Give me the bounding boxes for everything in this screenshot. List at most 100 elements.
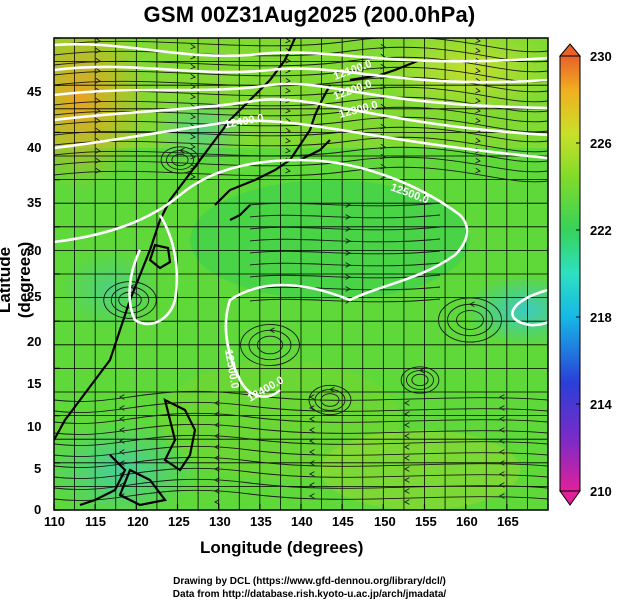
- streamline-arrow: [190, 73, 196, 80]
- streamline-arrow: [380, 153, 386, 160]
- streamline-arrow: [345, 274, 351, 280]
- streamline: [249, 226, 441, 231]
- streamline-arrow: [119, 427, 125, 433]
- x-tick-120: 120: [127, 514, 149, 529]
- colorbar: [558, 43, 582, 506]
- x-tick-125: 125: [168, 514, 190, 529]
- streamline-arrow: [190, 43, 196, 50]
- streamline: [103, 281, 157, 319]
- streamline-arrow: [499, 460, 505, 466]
- streamline-arrow: [345, 202, 351, 208]
- streamline-arrow: [475, 167, 481, 174]
- streamline: [400, 366, 440, 394]
- streamline: [447, 303, 493, 337]
- streamline-arrow: [95, 38, 101, 44]
- streamline-arrow: [269, 327, 275, 334]
- x-tick-165: 165: [497, 514, 519, 529]
- streamline-arrow: [404, 488, 410, 494]
- streamline-arrow: [345, 214, 351, 220]
- streamline-arrow: [190, 143, 196, 150]
- streamline-arrow: [404, 499, 410, 505]
- streamline: [171, 153, 189, 167]
- streamline-arrow: [119, 405, 125, 411]
- streamline-arrow: [475, 117, 481, 124]
- streamline-arrow: [475, 107, 481, 114]
- streamline: [249, 262, 441, 267]
- streamline: [249, 214, 441, 219]
- streamline: [54, 46, 548, 63]
- streamline: [249, 202, 441, 207]
- streamline-arrow: [119, 394, 125, 400]
- streamline-arrow: [285, 167, 291, 174]
- streamline-arrow: [345, 226, 351, 232]
- colorbar-tick-214: 214: [590, 397, 612, 412]
- credits-line-1: Drawing by DCL (https://www.gfd-dennou.o…: [173, 576, 446, 587]
- streamline-arrow: [499, 394, 505, 400]
- streamline-arrow: [380, 143, 386, 150]
- streamline-arrow: [309, 449, 315, 455]
- streamline-arrow: [190, 153, 196, 160]
- streamline-arrow: [309, 427, 315, 433]
- y-tick-35: 35: [27, 195, 42, 210]
- streamline: [314, 389, 346, 411]
- streamline-arrow: [285, 107, 291, 114]
- x-axis-label: Longitude (degrees): [200, 538, 364, 557]
- streamline: [54, 478, 548, 491]
- streamline: [54, 434, 548, 447]
- streamline: [240, 324, 300, 366]
- streamline-arrow: [95, 167, 101, 174]
- lat-lon-grid: [54, 38, 548, 510]
- streamline-arrow: [404, 444, 410, 450]
- streamline-arrow: [95, 107, 101, 114]
- streamline-arrow: [95, 127, 101, 134]
- streamline-arrow: [499, 471, 505, 477]
- streamline: [248, 329, 292, 361]
- colorbar-tick-226: 226: [590, 136, 612, 151]
- streamline-arrow: [309, 482, 315, 488]
- streamline: [54, 401, 548, 414]
- streamline: [54, 146, 548, 163]
- streamline-arrow: [309, 460, 315, 466]
- streamline: [54, 56, 548, 73]
- streamline-arrow: [499, 405, 505, 411]
- streamline-arrow: [404, 433, 410, 439]
- streamline-arrow: [499, 449, 505, 455]
- streamline-arrow: [190, 93, 196, 100]
- colorbar-tick-222: 222: [590, 223, 612, 238]
- streamline-arrow: [475, 157, 481, 164]
- x-tick-155: 155: [415, 514, 437, 529]
- streamline-arrow: [499, 493, 505, 499]
- streamline: [249, 286, 441, 291]
- y-tick-45: 45: [27, 84, 42, 99]
- y-tick-20: 20: [27, 334, 42, 349]
- streamline-arrow: [499, 416, 505, 422]
- streamline-arrow: [285, 57, 291, 64]
- streamline: [438, 297, 502, 343]
- streamline-arrow: [404, 422, 410, 428]
- streamline: [110, 286, 150, 314]
- streamline: [118, 291, 142, 309]
- colorbar-tickmarks: [576, 142, 580, 405]
- y-tick-40: 40: [27, 140, 42, 155]
- streamline-arrow: [309, 394, 315, 400]
- streamline: [54, 489, 548, 502]
- streamline-arrow: [190, 113, 196, 120]
- colorbar-bottom-arrow: [559, 490, 581, 506]
- credits: Drawing by DCL (https://www.gfd-dennou.o…: [0, 575, 619, 601]
- streamline-arrow: [119, 449, 125, 455]
- x-tick-130: 130: [209, 514, 231, 529]
- streamline-arrow: [404, 400, 410, 406]
- streamline-arrow: [309, 471, 315, 477]
- streamline-arrow: [95, 77, 101, 84]
- streamline-arrow: [190, 63, 196, 70]
- axis-tickmarks: [53, 37, 549, 511]
- streamline-arrow: [499, 482, 505, 488]
- streamline-arrow: [119, 460, 125, 466]
- colorbar-bar: [559, 55, 581, 492]
- streamline-arrow: [285, 77, 291, 84]
- streamline-arrow: [404, 455, 410, 461]
- streamline-arrow: [380, 43, 386, 50]
- streamline-arrow: [329, 386, 335, 393]
- streamline: [256, 335, 284, 355]
- streamline-arrow: [285, 147, 291, 154]
